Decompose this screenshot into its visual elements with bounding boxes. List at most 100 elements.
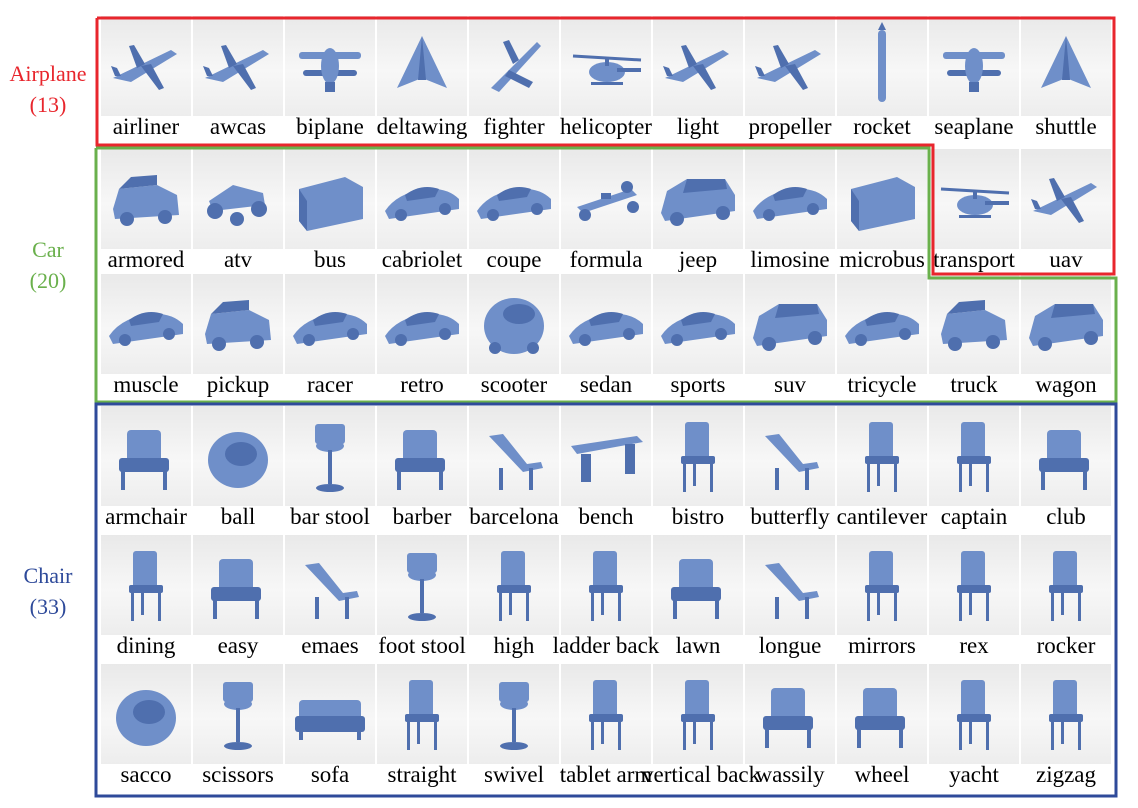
chair-icon: [101, 535, 191, 635]
group-name: Car: [32, 237, 64, 262]
thumbnail-cell: ball: [192, 404, 284, 532]
armchair-icon: [1021, 406, 1111, 506]
group-label-car: Car (20): [0, 234, 96, 296]
thumbnail-cell: longue: [744, 533, 836, 661]
bus-icon: [285, 149, 375, 249]
armchair-icon: [193, 535, 283, 635]
jet-icon: [469, 16, 559, 116]
thumbnail-label: rocker: [1036, 633, 1096, 658]
thumbnail-cell: barcelona: [468, 404, 560, 532]
thumbnail-cell: foot stool: [376, 533, 468, 661]
thumbnail-cell: light: [652, 14, 744, 142]
thumbnail-cell: atv: [192, 147, 284, 275]
thumbnail-cell: awcas: [192, 14, 284, 142]
thumbnail-cell: bench: [560, 404, 652, 532]
thumbnail-cell: sacco: [100, 662, 192, 790]
chair-icon: [469, 535, 559, 635]
stool-icon: [469, 664, 559, 764]
thumbnail-cell: deltawing: [376, 14, 468, 142]
grid-row: airliner awcas biplane deltawing fighter heli…: [100, 14, 1114, 142]
thumbnail-cell: fighter: [468, 14, 560, 142]
stool-icon: [193, 664, 283, 764]
stool-icon: [377, 535, 467, 635]
chair-icon: [1021, 535, 1111, 635]
thumbnail-cell: rocker: [1020, 533, 1112, 661]
thumbnail-cell: rex: [928, 533, 1020, 661]
sofa-icon: [285, 664, 375, 764]
thumbnail-cell: microbus: [836, 147, 928, 275]
thumbnail-cell: swivel: [468, 662, 560, 790]
thumbnail-cell: shuttle: [1020, 14, 1112, 142]
thumbnail-cell: emaes: [284, 533, 376, 661]
rocket-icon: [837, 16, 927, 116]
chair-icon: [837, 535, 927, 635]
lounge-icon: [745, 406, 835, 506]
plane-icon: [101, 16, 191, 116]
grid-row: dining easy emaes foot stool high ladder back…: [100, 533, 1114, 661]
thumbnail-cell: racer: [284, 272, 376, 400]
group-name: Chair: [23, 563, 73, 588]
thumbnail-cell: formula: [560, 147, 652, 275]
thumbnail-cell: sofa: [284, 662, 376, 790]
plane-icon: [193, 16, 283, 116]
ball-icon: [193, 406, 283, 506]
car-icon: [377, 274, 467, 374]
lounge-icon: [469, 406, 559, 506]
armchair-icon: [653, 535, 743, 635]
chair-icon: [837, 406, 927, 506]
thumbnail-label: uav: [1049, 247, 1083, 272]
thumbnail-cell: high: [468, 533, 560, 661]
chair-icon: [653, 664, 743, 764]
thumbnail-cell: suv: [744, 272, 836, 400]
thumbnail-cell: tricycle: [836, 272, 928, 400]
car-icon: [101, 274, 191, 374]
thumbnail-cell: yacht: [928, 662, 1020, 790]
heli-icon: [561, 16, 651, 116]
group-count: (33): [29, 594, 67, 619]
armchair-icon: [377, 406, 467, 506]
thumbnail-cell: dining: [100, 533, 192, 661]
grid-row: muscle pickup racer retro scooter sedan sports…: [100, 272, 1114, 400]
thumbnail-cell: butterfly: [744, 404, 836, 532]
group-count: (13): [29, 92, 67, 117]
thumbnail-cell: scooter: [468, 272, 560, 400]
thumbnail-cell: captain: [928, 404, 1020, 532]
chair-icon: [561, 535, 651, 635]
delta-icon: [377, 16, 467, 116]
thumbnail-cell: cabriolet: [376, 147, 468, 275]
armchair-icon: [101, 406, 191, 506]
thumbnail-cell: truck: [928, 272, 1020, 400]
chair-icon: [1021, 664, 1111, 764]
car-icon: [837, 274, 927, 374]
thumbnail-cell: armchair: [100, 404, 192, 532]
bus-icon: [837, 149, 927, 249]
thumbnail-label: shuttle: [1035, 114, 1097, 139]
plane-icon: [653, 16, 743, 116]
thumbnail-cell: mirrors: [836, 533, 928, 661]
thumbnail-cell: easy: [192, 533, 284, 661]
thumbnail-label: club: [1046, 504, 1086, 529]
bench-icon: [561, 406, 651, 506]
chair-icon: [377, 664, 467, 764]
thumbnail-cell: ladder back: [553, 533, 659, 661]
stool-icon: [285, 406, 375, 506]
suv-icon: [1021, 274, 1111, 374]
thumbnail-cell: bus: [284, 147, 376, 275]
atv-icon: [193, 149, 283, 249]
group-label-airplane: Airplane (13): [0, 58, 96, 120]
chair-icon: [929, 406, 1019, 506]
thumbnail-cell: pickup: [192, 272, 284, 400]
chair-icon: [929, 664, 1019, 764]
thumbnail-cell: club: [1020, 404, 1112, 532]
lounge-icon: [285, 535, 375, 635]
truck-icon: [101, 149, 191, 249]
thumbnail-cell: seaplane: [928, 14, 1020, 142]
thumbnail-cell: wassily: [744, 662, 836, 790]
thumbnail-label: wagon: [1035, 372, 1097, 397]
group-label-chair: Chair (33): [0, 560, 96, 622]
car-icon: [469, 149, 559, 249]
car-icon: [653, 274, 743, 374]
car-icon: [377, 149, 467, 249]
thumbnail-cell: straight: [376, 662, 468, 790]
thumbnail-cell: biplane: [284, 14, 376, 142]
